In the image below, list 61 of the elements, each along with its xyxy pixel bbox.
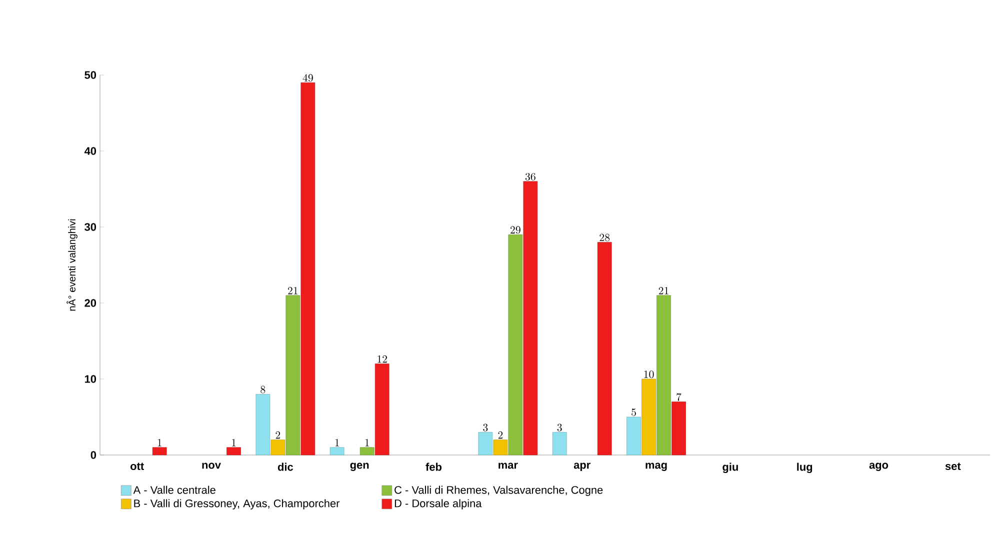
y-tick-label: 40 [84, 147, 96, 155]
legend-label: A - Valle centrale [133, 486, 216, 494]
data-label: 36 [525, 172, 536, 180]
legend-label: C - Valli di Rhemes, Valsavarenche, Cogne [394, 486, 603, 496]
bar [374, 364, 390, 456]
y-tick-label: 0 [90, 451, 96, 459]
x-tick-label: lug [797, 462, 812, 474]
x-tick-label: set [945, 462, 961, 470]
bar [256, 394, 270, 456]
data-label: 3 [483, 424, 488, 432]
data-label: 7 [676, 393, 682, 401]
y-tick-label: 30 [84, 223, 96, 231]
bar [152, 447, 167, 456]
bar [300, 82, 316, 456]
bar [523, 181, 538, 456]
x-tick-label: feb [426, 462, 442, 471]
bar [493, 440, 508, 456]
y-tick-label: 50 [84, 71, 96, 79]
data-label: 8 [260, 386, 266, 394]
bar [270, 440, 286, 456]
bar [330, 447, 344, 456]
data-label: 21 [658, 286, 668, 294]
data-label: 10 [644, 370, 654, 378]
data-label: 2 [498, 431, 503, 439]
data-label: 1 [365, 438, 369, 446]
y-axis-title: nÂ° eventi valanghivi [66, 219, 78, 311]
x-tick-label: mag [646, 462, 667, 471]
data-label: 1 [232, 438, 236, 446]
data-label: 29 [510, 226, 520, 234]
legend-label: D - Dorsale alpina [394, 499, 482, 510]
bar [642, 378, 656, 456]
data-label: 2 [276, 431, 280, 439]
y-tick-label: 10 [84, 375, 96, 383]
x-tick-label: dic [278, 462, 294, 471]
y-tick-label: 20 [84, 299, 96, 307]
bar [226, 447, 241, 456]
data-label: 49 [302, 74, 313, 82]
bar [552, 432, 567, 456]
bar [656, 295, 671, 456]
x-tick-label: giu [722, 462, 738, 474]
x-tick-label: ago [869, 462, 888, 471]
data-label: 1 [158, 438, 162, 446]
bar [508, 234, 523, 456]
bar [360, 447, 374, 456]
bar [672, 402, 686, 456]
data-label: 12 [378, 355, 387, 363]
bar [286, 295, 300, 456]
x-tick-label: gen [350, 462, 369, 471]
bar [597, 242, 612, 456]
legend-label: B - Valli di Gressoney, Ayas, Champorcher [134, 499, 340, 510]
x-tick-label: mar [498, 462, 518, 469]
data-label: 21 [288, 286, 298, 294]
data-label: 3 [557, 424, 562, 432]
data-label: 5 [632, 408, 636, 416]
data-label: 1 [335, 438, 339, 446]
x-tick-label: nov [202, 462, 221, 469]
bar [478, 432, 493, 456]
data-label: 28 [600, 234, 610, 242]
x-tick-label: ott [130, 462, 144, 470]
x-tick-label: apr [574, 462, 590, 471]
bar [626, 416, 641, 456]
